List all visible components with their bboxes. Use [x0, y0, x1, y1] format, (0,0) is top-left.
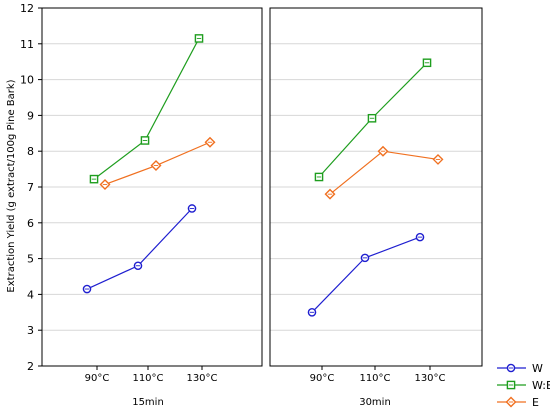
y-tick-label: 12	[20, 2, 34, 15]
y-tick-label: 3	[27, 324, 34, 337]
y-tick-label: 10	[20, 74, 34, 87]
y-tick-label: 8	[27, 145, 34, 158]
series-line	[86, 208, 193, 290]
legend-label: W	[532, 362, 543, 375]
series-e	[99, 136, 216, 190]
series-e	[324, 145, 444, 200]
panel-frame	[269, 7, 483, 367]
series-w-e	[89, 34, 204, 184]
series-w-e	[314, 58, 432, 182]
x-tick-label: 90°C	[310, 373, 335, 384]
x-tick-label: 110°C	[132, 373, 163, 384]
y-tick-label: 9	[27, 109, 34, 122]
panel-0: 2 3 4 5 6 7 8 9 10 11 12 90°C 110°C 130°C 15min	[20, 2, 263, 408]
legend-label: E	[532, 396, 539, 409]
legend-label: W:E	[532, 379, 550, 392]
y-tick-label: 6	[27, 217, 34, 230]
x-tick-label: 90°C	[85, 373, 110, 384]
y-tick-label: 11	[20, 38, 34, 51]
legend-box	[497, 356, 550, 410]
y-tick-label: 7	[27, 181, 34, 194]
series-w	[82, 204, 197, 294]
x-tick-label: 130°C	[414, 373, 445, 384]
panel-label: 30min	[359, 397, 391, 408]
y-tick-label: 5	[27, 253, 34, 266]
x-tick-label: 110°C	[359, 373, 390, 384]
x-tick-label: 130°C	[186, 373, 217, 384]
panel-1: 90°C 110°C 130°C 30min	[269, 7, 483, 408]
y-axis-label: Extraction Yield (g extract/100g Pine Ba…	[6, 79, 17, 292]
series-line	[93, 38, 200, 180]
y-tick-label: 4	[27, 288, 34, 301]
legend: W W:E E	[497, 356, 550, 410]
panel-label: 15min	[132, 397, 164, 408]
y-tick-label: 2	[27, 360, 34, 373]
series-w	[307, 232, 425, 317]
series-line	[329, 150, 439, 195]
series-line	[311, 236, 421, 313]
